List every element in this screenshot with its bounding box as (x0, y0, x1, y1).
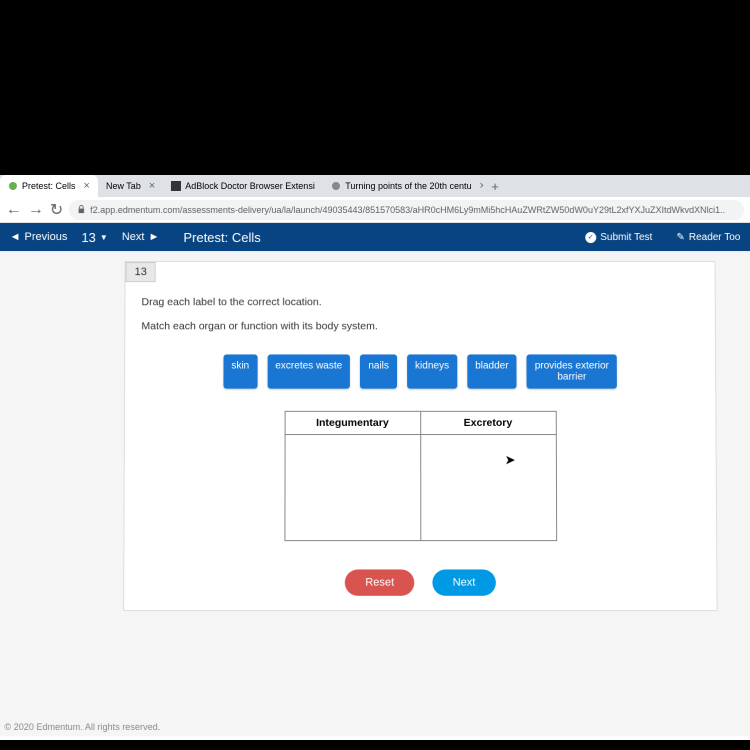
address-bar-row: ← → ↻ f2.app.edmentum.com/assessments-de… (0, 197, 750, 223)
question-card: 13 Drag each label to the correct locati… (123, 261, 717, 611)
drag-item-skin[interactable]: skin (223, 354, 257, 388)
drop-zone-integumentary[interactable] (284, 435, 420, 541)
lock-icon (77, 205, 86, 214)
drag-items-row: skin excretes waste nails kidneys bladde… (141, 354, 699, 388)
prev-label: Previous (24, 231, 67, 243)
back-button[interactable]: ← (6, 200, 22, 218)
tab-active[interactable]: Pretest: Cells × (0, 175, 98, 197)
drop-table: Integumentary Excretory (284, 411, 557, 541)
question-selector[interactable]: 13 ▼ (81, 230, 107, 245)
browser-window: Pretest: Cells × New Tab × AdBlock Docto… (0, 175, 750, 740)
next-label: Next (122, 231, 145, 243)
reader-label: Reader Too (689, 232, 741, 243)
next-arrow-icon: ► (148, 231, 159, 243)
column-header-integumentary: Integumentary (285, 411, 421, 434)
prev-button[interactable]: ◄ Previous (10, 231, 68, 243)
next-button[interactable]: Next ► (122, 231, 160, 243)
close-icon[interactable]: × (79, 180, 90, 192)
tools-icon: ✎ (676, 232, 684, 243)
question-number-box: 13 (126, 262, 156, 282)
chevron-down-icon: ▼ (100, 233, 108, 242)
page-title: Pretest: Cells (183, 230, 260, 245)
check-icon: ✓ (585, 232, 596, 243)
drag-item-bladder[interactable]: bladder (467, 354, 517, 388)
instruction-2: Match each organ or function with its bo… (141, 320, 699, 332)
close-icon[interactable]: × (476, 180, 484, 192)
submit-label: Submit Test (600, 232, 652, 243)
drop-zone-excretory[interactable] (420, 435, 556, 541)
drag-item-nails[interactable]: nails (360, 354, 397, 388)
new-tab-button[interactable]: + (483, 178, 507, 193)
prev-arrow-icon: ◄ (10, 231, 21, 243)
tab-label: Turning points of the 20th centu (345, 181, 471, 191)
tab-label: AdBlock Doctor Browser Extensi (185, 181, 315, 191)
question-number: 13 (81, 230, 96, 245)
copyright-footer: © 2020 Edmentum. All rights reserved. (4, 722, 160, 732)
close-icon[interactable]: × (145, 180, 155, 192)
tab-newtab[interactable]: New Tab × (98, 175, 163, 197)
page-body: 13 Drag each label to the correct locati… (0, 251, 750, 736)
page-favicon (331, 181, 341, 191)
tab-label: New Tab (106, 181, 141, 191)
instruction-1: Drag each label to the correct location. (141, 296, 698, 308)
url-text: f2.app.edmentum.com/assessments-delivery… (90, 204, 725, 214)
assessment-bar: ◄ Previous 13 ▼ Next ► Pretest: Cells ✓ … (0, 223, 750, 251)
tab-strip: Pretest: Cells × New Tab × AdBlock Docto… (0, 175, 750, 197)
reader-tools-button[interactable]: ✎ Reader Too (676, 232, 740, 243)
submit-test-button[interactable]: ✓ Submit Test (585, 232, 652, 243)
next-question-button[interactable]: Next (432, 569, 495, 595)
reload-button[interactable]: ↻ (50, 199, 64, 219)
button-row: Reset Next (140, 569, 700, 595)
edmentum-favicon (8, 181, 18, 191)
drag-item-excretes[interactable]: excretes waste (267, 354, 350, 388)
forward-button[interactable]: → (28, 200, 44, 218)
adblock-favicon (171, 181, 181, 191)
drag-item-barrier[interactable]: provides exterior barrier (527, 354, 617, 388)
url-bar[interactable]: f2.app.edmentum.com/assessments-delivery… (69, 199, 744, 219)
column-header-excretory: Excretory (420, 411, 556, 434)
tab-turning[interactable]: Turning points of the 20th centu × (323, 175, 483, 197)
tab-label: Pretest: Cells (22, 181, 76, 191)
drag-item-kidneys[interactable]: kidneys (407, 354, 457, 388)
reset-button[interactable]: Reset (345, 569, 414, 595)
tab-adblock[interactable]: AdBlock Doctor Browser Extensi × (163, 175, 323, 197)
